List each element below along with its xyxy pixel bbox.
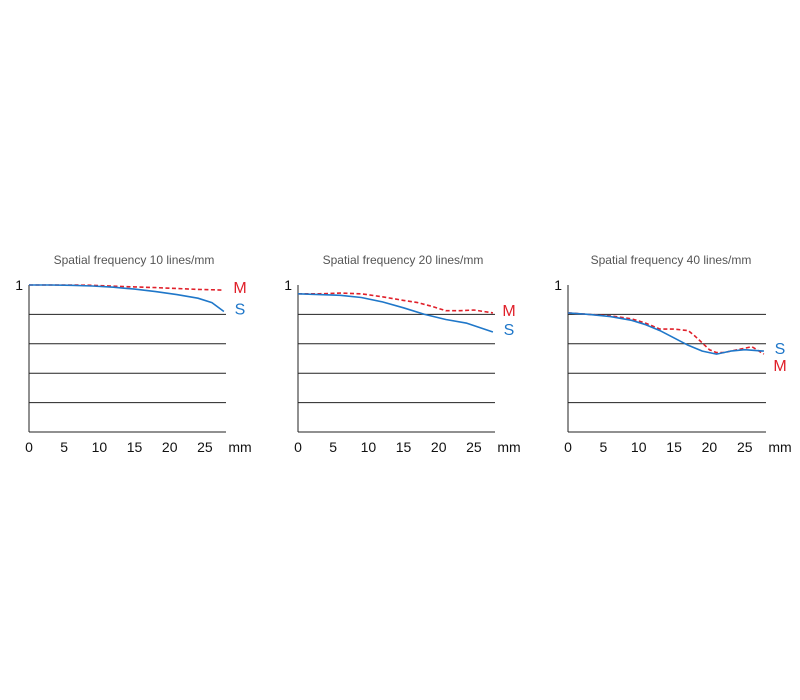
x-tick-label: 5 (60, 439, 68, 455)
x-axis-label: mm (768, 439, 791, 455)
x-tick-label: 20 (431, 439, 447, 455)
x-tick-label: 25 (737, 439, 753, 455)
series-line-S (567, 312, 764, 355)
chart-title: Spatial frequency 40 lines/mm (591, 253, 752, 267)
series-label-S: S (235, 301, 246, 318)
series-label-M: M (502, 303, 515, 320)
x-tick-label: 20 (702, 439, 718, 455)
x-tick-label: 10 (92, 439, 108, 455)
x-tick-label: 0 (564, 439, 572, 455)
x-tick-label: 5 (599, 439, 607, 455)
x-tick-label: 0 (294, 439, 302, 455)
chart-title: Spatial frequency 10 lines/mm (54, 253, 215, 267)
x-tick-label: 5 (329, 439, 337, 455)
x-tick-label: 10 (361, 439, 377, 455)
y-tick-label: 1 (554, 277, 562, 293)
series-line-M (298, 292, 494, 314)
x-tick-label: 0 (25, 439, 33, 455)
x-tick-label: 10 (631, 439, 647, 455)
x-axis-label: mm (228, 439, 251, 455)
chart-title: Spatial frequency 20 lines/mm (323, 253, 484, 267)
x-tick-label: 15 (396, 439, 412, 455)
series-line-S (29, 284, 225, 313)
x-tick-label: 15 (666, 439, 682, 455)
series-line-M (29, 284, 224, 291)
series-label-S: S (775, 341, 786, 358)
y-tick-label: 1 (284, 277, 292, 293)
series-label-M: M (773, 358, 786, 375)
x-tick-label: 25 (197, 439, 213, 455)
series-line-S (297, 293, 494, 333)
y-tick-label: 1 (15, 277, 23, 293)
x-axis-label: mm (497, 439, 520, 455)
x-tick-label: 15 (127, 439, 143, 455)
x-tick-label: 20 (162, 439, 178, 455)
series-label-S: S (504, 322, 515, 339)
x-tick-label: 25 (466, 439, 482, 455)
series-label-M: M (233, 280, 246, 297)
